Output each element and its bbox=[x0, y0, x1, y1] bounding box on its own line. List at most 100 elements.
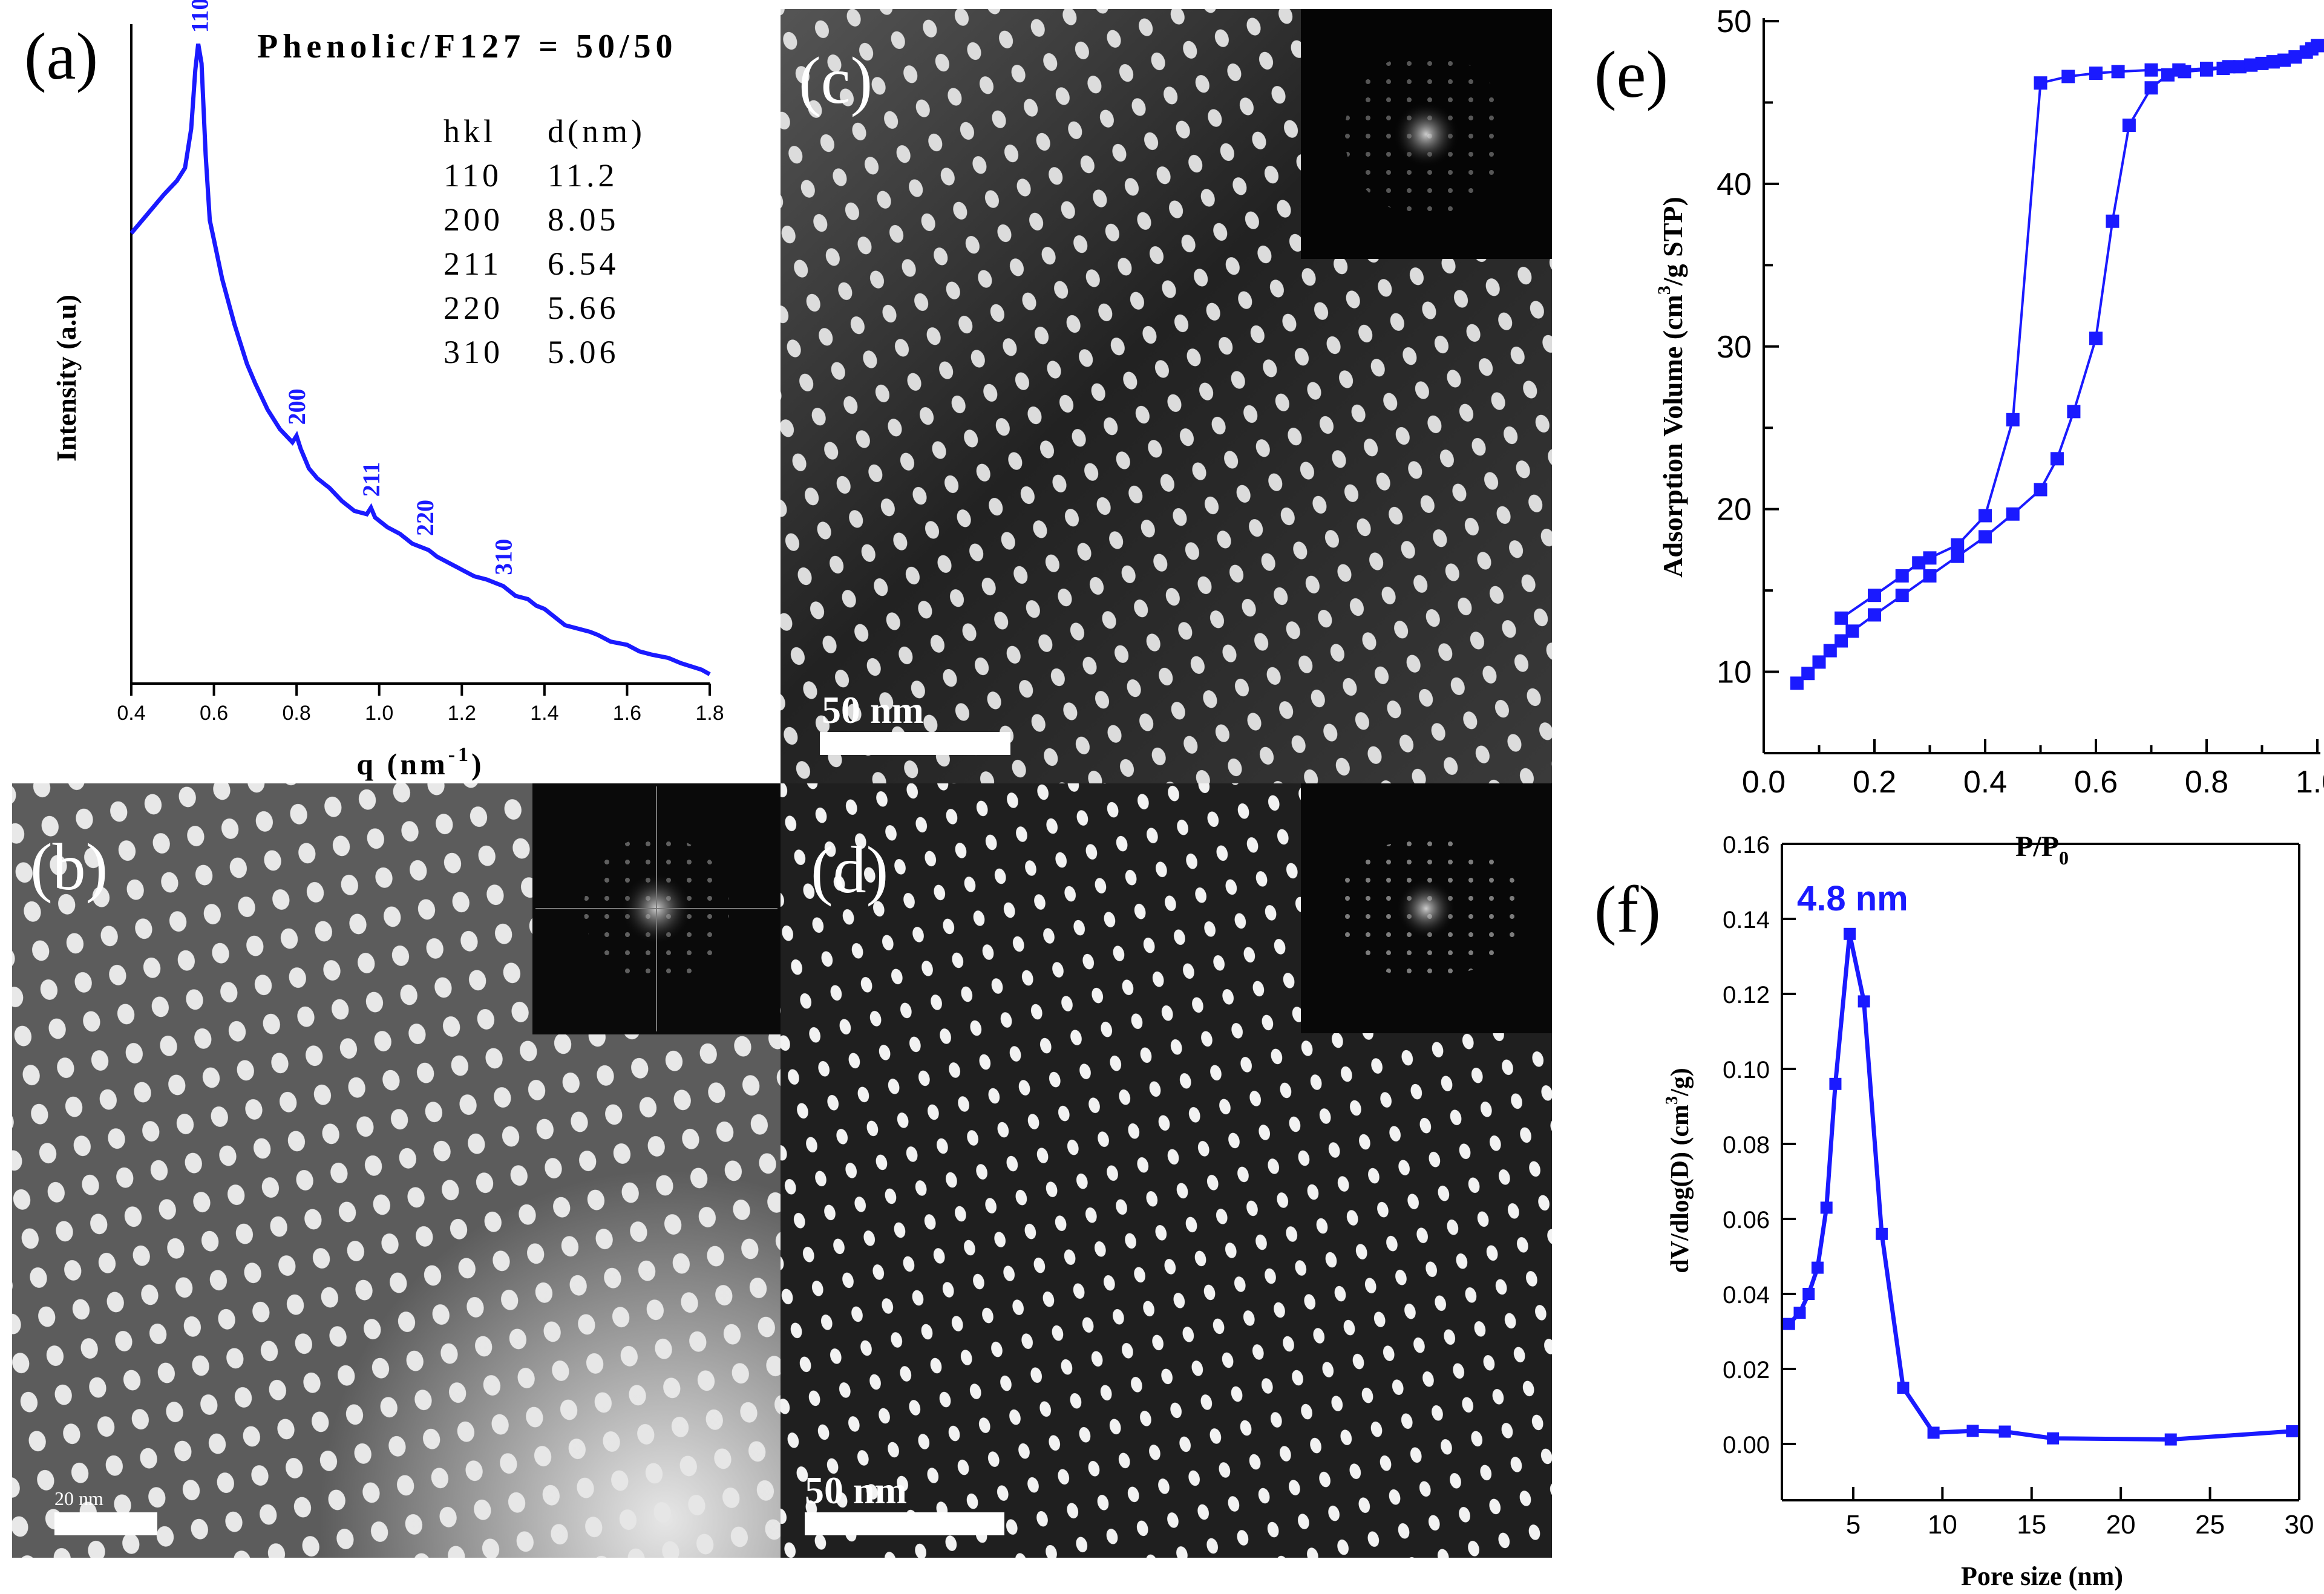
panel-e-ylabel: Adsorption Volume (cm3/g STP) bbox=[1654, 197, 1688, 578]
panel-f-distribution-point bbox=[1966, 1425, 1979, 1437]
panel-e-adsorption-point bbox=[1823, 644, 1837, 658]
panel-e-desorption-point bbox=[2034, 76, 2047, 90]
panel-f-ylabel: dV/dlog(D) (cm3/g) bbox=[1663, 1068, 1694, 1273]
panel-f-series bbox=[1782, 927, 2299, 1446]
panel-e-adsorption-point bbox=[1979, 530, 1992, 544]
panel-a-table-header: hkl bbox=[444, 113, 496, 149]
panel-f-distribution-point bbox=[1811, 1261, 1824, 1274]
panel-f-y-tick-label: 0.10 bbox=[1723, 1057, 1770, 1083]
panel-f-y-tick-label: 0.06 bbox=[1723, 1207, 1770, 1233]
panel-e-ticks: 0.0 0.2 0.4 0.6 0.8 1.0 10 20 30 40 50 bbox=[1717, 4, 2324, 800]
panel-f-x-tick-label: 20 bbox=[2106, 1510, 2136, 1540]
panel-e-desorption-point bbox=[2200, 61, 2213, 75]
panel-f-distribution-point bbox=[2164, 1433, 2177, 1446]
panel-a-table-cell: 110 bbox=[444, 157, 502, 194]
panel-f-peak-annotation: 4.8 nm bbox=[1797, 879, 1908, 918]
panel-f-distribution-point bbox=[1829, 1077, 1842, 1090]
panel-e-desorption-point bbox=[1895, 569, 1909, 583]
panel-f-distribution-point bbox=[2286, 1425, 2299, 1437]
panel-d-scalebar-label: 50 nm bbox=[805, 1469, 907, 1512]
panel-e-adsorption-point bbox=[1835, 634, 1848, 648]
panel-e-desorption-point bbox=[2244, 58, 2258, 72]
panel-d-tem-image: 50 nm (d) bbox=[781, 783, 1552, 1558]
panel-e-x-tick-label: 0.8 bbox=[2185, 765, 2228, 800]
panel-e-series bbox=[1790, 39, 2324, 690]
panel-e-label: (e) bbox=[1594, 38, 1668, 111]
panel-a-peak-labels: 110 200 211 220 310 bbox=[186, 0, 517, 575]
panel-e-adsorption-point bbox=[2122, 119, 2136, 132]
panel-c-scalebar-label: 50 nm bbox=[822, 688, 924, 731]
panel-b-tem-image: 20 nm (b) bbox=[12, 783, 781, 1558]
panel-a-peak-label: 200 bbox=[283, 388, 310, 425]
panel-f-distribution-point bbox=[2047, 1432, 2060, 1445]
panel-a-x-tick-label: 1.4 bbox=[530, 702, 558, 725]
panel-e-adsorption-point bbox=[1790, 676, 1804, 690]
panel-e-desorption-point bbox=[1979, 509, 1992, 523]
panel-e-desorption-point bbox=[2061, 70, 2075, 83]
panel-b-label: (b) bbox=[30, 830, 108, 904]
panel-f-ticks: 5 10 15 20 25 30 0.00 0.02 0.04 0.06 0.08 0.10 0.12 0… bbox=[1723, 832, 2314, 1540]
panel-f-distribution-point bbox=[1858, 995, 1870, 1008]
panel-a-title: Phenolic/F127 = 50/50 bbox=[257, 28, 678, 65]
panel-a-peak-label: 110 bbox=[186, 0, 214, 33]
panel-e-adsorption-point bbox=[2089, 332, 2103, 345]
panel-a-peak-label: 310 bbox=[490, 539, 517, 575]
panel-f-y-tick-label: 0.00 bbox=[1723, 1432, 1770, 1458]
panel-e-x-tick-label: 0.6 bbox=[2074, 765, 2118, 800]
panel-e-xlabel: P/P0 bbox=[2015, 831, 2069, 869]
panel-a-table-cell: 6.54 bbox=[548, 246, 620, 282]
panel-a-saxs-chart: (a) 0.4 0.6 0.8 1.0 1.2 1.4 1.6 1.8 110 200 211 22… bbox=[24, 0, 724, 781]
panel-a-table-cell: 220 bbox=[444, 290, 503, 326]
panel-e-adsorption-point bbox=[1895, 589, 1909, 603]
panel-f-pore-size-chart: (f) 5 10 15 20 25 30 0.00 0.02 0.04 0.06 0.08 0.10 0… bbox=[1594, 832, 2314, 1591]
panel-e-desorption-point bbox=[2006, 413, 2020, 426]
panel-e-x-tick-label: 0.0 bbox=[1742, 765, 1786, 800]
panel-b-scalebar bbox=[54, 1512, 157, 1535]
panel-e-adsorption-point bbox=[1951, 549, 1965, 563]
panel-e-adsorption-point bbox=[1812, 655, 1826, 669]
panel-e-desorption-point bbox=[2311, 39, 2324, 53]
panel-f-distribution-point bbox=[1876, 1227, 1888, 1240]
panel-f-y-tick-label: 0.08 bbox=[1723, 1132, 1770, 1158]
panel-e-desorption-point bbox=[1912, 556, 1926, 570]
panel-a-table-cell: 5.66 bbox=[548, 290, 620, 326]
panel-a-label: (a) bbox=[24, 19, 98, 93]
panel-f-x-tick-label: 5 bbox=[1846, 1510, 1861, 1540]
panel-e-y-tick-label: 40 bbox=[1717, 167, 1752, 202]
panel-f-distribution-line bbox=[1787, 933, 2293, 1442]
panel-a-x-ticks: 0.4 0.6 0.8 1.0 1.2 1.4 1.6 1.8 bbox=[117, 684, 724, 725]
panel-a-x-tick-label: 1.0 bbox=[365, 702, 393, 725]
panel-e-x-tick-label: 0.2 bbox=[1853, 765, 1896, 800]
panel-e-desorption-point bbox=[2222, 60, 2236, 74]
panel-f-y-tick-label: 0.14 bbox=[1723, 907, 1770, 933]
panel-d-scalebar bbox=[805, 1512, 1004, 1535]
panel-e-desorption-point bbox=[1951, 538, 1965, 552]
panel-e-adsorption-point bbox=[2050, 452, 2064, 466]
panel-e-desorption-point bbox=[2144, 63, 2158, 77]
panel-f-x-tick-label: 30 bbox=[2285, 1510, 2314, 1540]
panel-a-table-cell: 200 bbox=[444, 201, 503, 238]
panel-e-adsorption-point bbox=[1801, 667, 1815, 681]
panel-f-xlabel: Pore size (nm) bbox=[1961, 1561, 2123, 1591]
panel-e-adsorption-point bbox=[1923, 569, 1937, 583]
panel-a-x-tick-label: 1.6 bbox=[613, 702, 641, 725]
panel-a-x-tick-label: 1.2 bbox=[448, 702, 476, 725]
panel-a-table-header: d(nm) bbox=[548, 113, 646, 149]
panel-f-x-tick-label: 25 bbox=[2195, 1510, 2225, 1540]
panel-e-y-tick-label: 20 bbox=[1717, 492, 1752, 528]
panel-e-adsorption-point bbox=[1845, 624, 1859, 638]
panel-f-distribution-point bbox=[1793, 1307, 1806, 1319]
panel-e-desorption-point bbox=[2111, 65, 2125, 79]
panel-e-x-tick-label: 1.0 bbox=[2296, 765, 2324, 800]
panel-a-peak-label: 220 bbox=[411, 500, 439, 536]
panel-a-x-tick-label: 0.4 bbox=[117, 702, 145, 725]
panel-f-distribution-point bbox=[1802, 1288, 1815, 1300]
panel-e-y-tick-label: 10 bbox=[1717, 655, 1752, 690]
panel-a-saxs-curve bbox=[129, 43, 711, 676]
panel-f-distribution-point bbox=[1782, 1318, 1795, 1330]
panel-e-adsorption-point bbox=[2006, 507, 2020, 521]
panel-a-x-tick-label: 0.6 bbox=[200, 702, 228, 725]
panel-c-scalebar bbox=[820, 732, 1010, 755]
panel-e-desorption-point bbox=[1923, 551, 1937, 565]
panel-e-y-tick-label: 50 bbox=[1717, 4, 1752, 39]
